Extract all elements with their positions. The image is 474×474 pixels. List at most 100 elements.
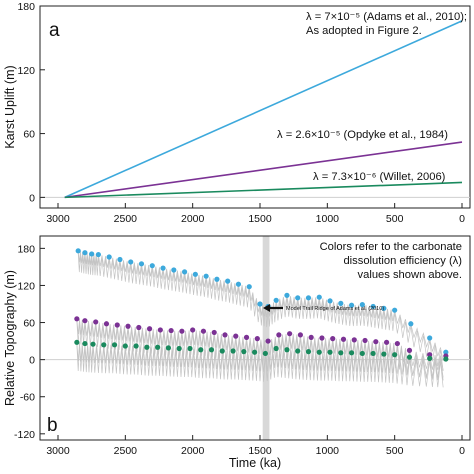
data-point-series-0: [316, 294, 322, 300]
x-tick-label: 1500: [248, 445, 272, 457]
data-point-series-2: [155, 344, 161, 350]
data-point-series-1: [146, 326, 153, 332]
y-tick-label: 0: [29, 192, 35, 204]
data-point-series-2: [295, 348, 301, 354]
data-point-series-1: [179, 328, 185, 334]
data-point-series-2: [219, 348, 225, 354]
x-tick-label: 2000: [181, 213, 205, 225]
data-point-series-0: [138, 261, 145, 267]
data-point-series-2: [316, 349, 322, 355]
data-point-series-2: [176, 345, 182, 352]
data-point-series-0: [305, 295, 312, 301]
data-point-series-2: [252, 349, 258, 355]
data-point-series-1: [136, 324, 142, 331]
data-point-series-0: [427, 335, 433, 341]
data-point-series-0: [225, 278, 231, 284]
data-point-series-1: [383, 339, 390, 345]
y-tick-label: 120: [17, 65, 35, 77]
panel-a: a Karst Uplift (m) 0 60 120 180 3000 2500 2000…: [3, 1, 471, 225]
panel-b-series: [74, 248, 449, 362]
data-point-series-0: [327, 298, 333, 304]
topography-trace: [77, 253, 444, 371]
data-point-series-1: [340, 336, 347, 342]
y-tick-label: 60: [23, 318, 35, 330]
data-point-series-2: [305, 349, 312, 355]
data-point-series-1: [330, 336, 336, 342]
data-point-series-1: [74, 316, 80, 322]
data-point-series-0: [370, 303, 376, 310]
data-point-series-0: [214, 276, 220, 282]
data-point-series-0: [408, 321, 414, 327]
panel-b-label: b: [47, 415, 58, 436]
y-tick-label: -120: [14, 429, 35, 441]
data-point-series-2: [381, 351, 387, 357]
data-point-series-2: [90, 341, 96, 347]
data-point-series-2: [338, 350, 344, 356]
data-point-series-2: [273, 345, 279, 352]
data-point-series-0: [171, 267, 177, 273]
data-point-series-1: [211, 329, 217, 336]
x-tick-label: 500: [386, 213, 404, 225]
data-point-series-0: [89, 251, 95, 257]
series-line-2: [64, 181, 463, 199]
annotation-opdyke: λ = 2.6×10⁻⁵ (Opdyke et al., 1984): [277, 129, 448, 141]
data-point-series-1: [103, 321, 110, 327]
data-point-series-1: [406, 347, 413, 353]
panel-b: b Relative Topography (m) Time (ka) 180 1…: [3, 235, 471, 470]
x-tick-label: 2000: [181, 445, 205, 457]
data-point-series-1: [233, 333, 239, 339]
data-point-series-2: [165, 345, 172, 351]
x-tick-label: 2500: [114, 445, 138, 457]
data-point-series-2: [198, 347, 204, 353]
data-point-series-2: [427, 355, 433, 361]
data-point-series-0: [117, 256, 123, 263]
data-point-series-2: [370, 350, 376, 357]
data-point-series-1: [114, 322, 120, 328]
series-line-1: [64, 141, 463, 199]
data-point-series-0: [359, 302, 365, 308]
data-point-series-1: [157, 327, 163, 333]
data-point-series-2: [284, 347, 290, 353]
data-point-series-2: [327, 349, 333, 355]
data-point-series-2: [133, 343, 139, 349]
data-point-series-2: [82, 340, 88, 347]
note-line-3: values shown above.: [358, 269, 462, 281]
trail-ridge-arrow: [263, 304, 283, 312]
data-point-series-2: [392, 352, 398, 358]
x-tick-label: 500: [386, 445, 404, 457]
y-tick-label: 180: [17, 1, 35, 13]
annotation-adams: λ = 7×10⁻⁵ (Adams et al., 2010);: [306, 11, 467, 23]
data-point-series-1: [82, 318, 88, 324]
data-point-series-1: [362, 337, 368, 344]
topography-trace: [76, 344, 444, 388]
x-tick-label: 2500: [114, 213, 138, 225]
data-point-series-1: [190, 327, 196, 333]
data-point-series-2: [144, 344, 150, 350]
data-point-series-0: [273, 297, 279, 303]
data-point-series-2: [101, 342, 107, 348]
data-point-series-0: [128, 259, 134, 265]
data-point-series-1: [254, 336, 260, 342]
data-point-series-0: [192, 271, 198, 277]
data-point-series-0: [338, 300, 344, 306]
data-point-series-1: [243, 334, 250, 340]
data-point-series-2: [122, 343, 128, 349]
data-point-series-1: [319, 335, 325, 341]
series-line-0: [64, 20, 463, 199]
topography-trace: [76, 321, 444, 381]
x-axis-title: Time (ka): [229, 456, 281, 470]
panel-a-frame: [39, 5, 471, 209]
panel-a-axes: 0 60 120 180 3000 2500 2000 1500 1000 500 0: [17, 1, 470, 225]
data-point-series-0: [392, 307, 398, 313]
x-tick-label: 1000: [316, 213, 340, 225]
data-point-series-1: [394, 340, 400, 347]
data-point-series-0: [235, 281, 242, 287]
panel-b-y-axis-title: Relative Topography (m): [3, 270, 17, 406]
annotation-adopted: As adopted in Figure 2.: [306, 25, 422, 37]
data-point-series-0: [284, 292, 290, 298]
data-point-series-2: [262, 350, 268, 357]
y-tick-label: 60: [23, 129, 35, 141]
annotation-willet: λ = 7.3×10⁻⁶ (Willet, 2006): [313, 171, 446, 183]
data-point-series-2: [208, 347, 215, 353]
data-point-series-2: [187, 345, 193, 352]
